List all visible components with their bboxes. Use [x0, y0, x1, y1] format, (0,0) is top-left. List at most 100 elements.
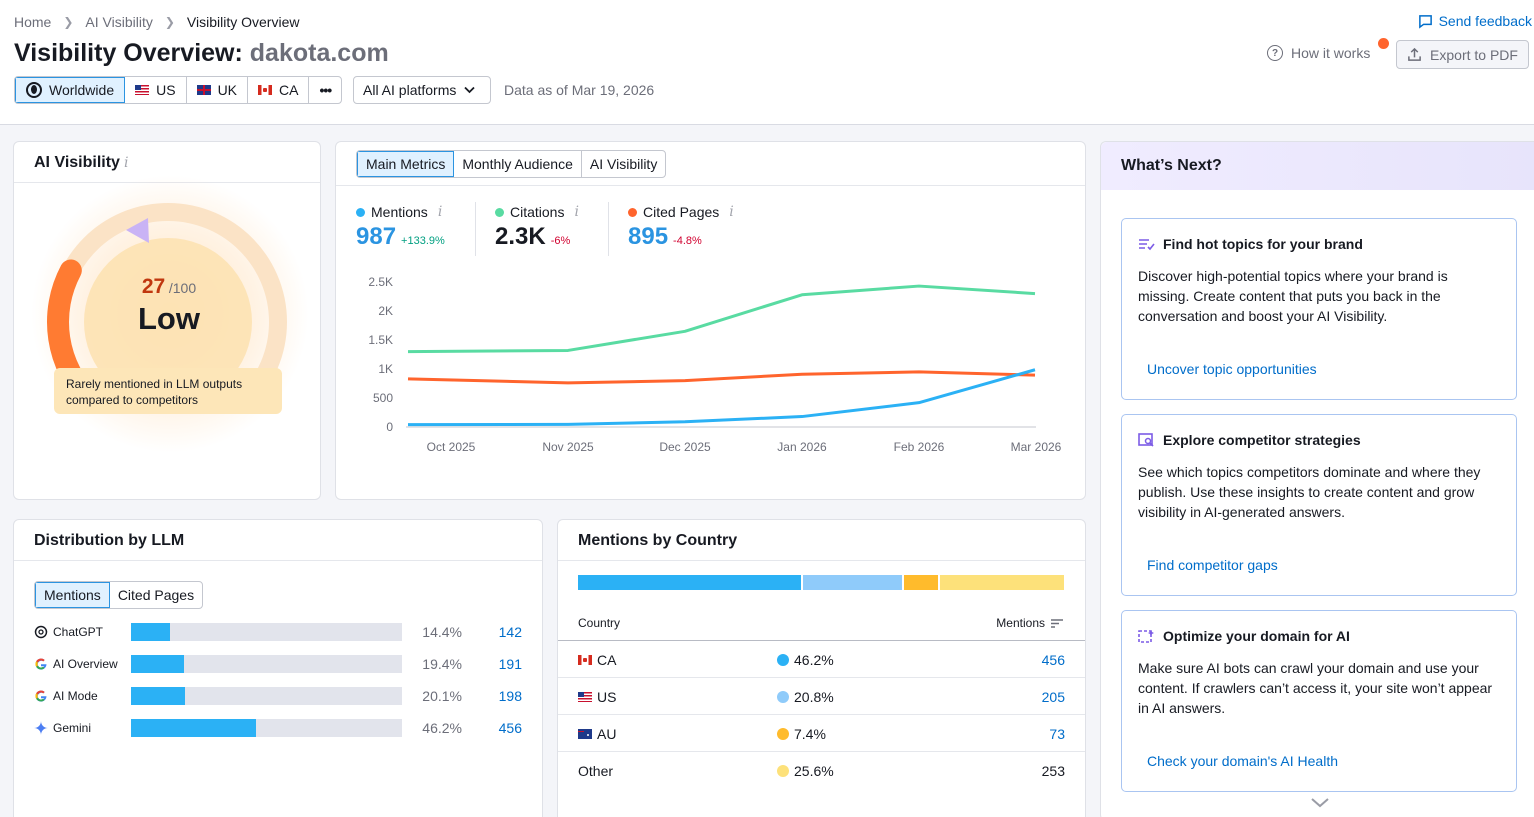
llm-name: ChatGPT — [34, 625, 131, 639]
country-share: 7.4% — [777, 726, 826, 742]
region-ca[interactable]: CA — [248, 77, 310, 103]
tab-mentions[interactable]: Mentions — [35, 582, 110, 608]
llm-row: ChatGPT 14.4% 142 — [34, 622, 524, 642]
country-row: AU 7.4% 73 — [558, 715, 1085, 752]
divider — [475, 202, 476, 256]
next-card-text: Discover high-potential topics where you… — [1138, 268, 1448, 324]
share-value: 46.2% — [794, 652, 834, 668]
divider — [608, 202, 609, 256]
country-label: CA — [597, 652, 617, 668]
tab-main-metrics[interactable]: Main Metrics — [357, 151, 455, 177]
country-mentions[interactable]: 456 — [1041, 652, 1065, 668]
divider — [14, 560, 542, 561]
next-card-title: Explore competitor strategies — [1163, 432, 1361, 448]
llm-share-pct: 20.1% — [422, 688, 462, 704]
country-share-segment[interactable] — [802, 575, 902, 590]
uk-flag-icon — [196, 85, 211, 95]
region-us[interactable]: US — [125, 77, 187, 103]
col-mentions-label: Mentions — [996, 616, 1045, 630]
series-line-citations[interactable] — [407, 284, 1036, 354]
info-icon[interactable]: i — [123, 155, 129, 171]
next-card-title: Optimize your domain for AI — [1163, 628, 1350, 644]
platform-dropdown[interactable]: All AI platforms — [353, 76, 491, 104]
distribution-tabs: Mentions Cited Pages — [34, 581, 204, 609]
breadcrumb: Home ❯ AI Visibility ❯ Visibility Overvi… — [14, 14, 299, 30]
globe-icon — [26, 82, 42, 98]
country-name: Other — [578, 763, 613, 779]
series-line-cited-pages[interactable] — [407, 370, 1036, 385]
share-value: 20.8% — [794, 689, 834, 705]
info-icon[interactable]: i — [729, 204, 734, 220]
metric-citations: Citations i 2.3K -6% — [495, 204, 579, 251]
export-pdf-button[interactable]: Export to PDF — [1396, 40, 1529, 69]
region-uk[interactable]: UK — [187, 77, 249, 103]
llm-share-bar — [131, 623, 402, 641]
country-label: Other — [578, 763, 614, 779]
col-mentions[interactable]: Mentions — [996, 616, 1063, 630]
country-row: CA 46.2% 456 — [558, 641, 1085, 678]
how-it-works-label: How it works — [1291, 45, 1371, 61]
platform-dropdown-label: All AI platforms — [363, 82, 457, 98]
region-uk-label: UK — [217, 82, 238, 98]
more-regions-button[interactable]: ••• — [309, 77, 341, 103]
llm-mention-count[interactable]: 191 — [498, 656, 522, 672]
country-mentions[interactable]: 205 — [1041, 689, 1065, 705]
share-value: 25.6% — [794, 763, 834, 779]
llm-row: AI Mode 20.1% 198 — [34, 686, 524, 706]
ai-visibility-title-text: AI Visibility — [34, 154, 120, 171]
mentions-country-card: Mentions by Country Country Mentions CA 4… — [557, 519, 1086, 817]
share-dot — [777, 765, 789, 777]
llm-mention-count[interactable]: 142 — [498, 624, 522, 640]
gemini-icon — [34, 721, 48, 735]
chevron-right-icon: ❯ — [63, 15, 74, 29]
metric-value[interactable]: 895 — [628, 223, 669, 250]
breadcrumb-current: Visibility Overview — [186, 14, 300, 30]
country-table-header: Country Mentions — [558, 616, 1085, 641]
tab-monthly-audience[interactable]: Monthly Audience — [454, 151, 582, 177]
country-share-segment[interactable] — [903, 575, 938, 590]
region-worldwide[interactable]: Worldwide — [15, 77, 126, 103]
country-mentions[interactable]: 73 — [1049, 726, 1065, 742]
y-tick-label: 1K — [378, 362, 393, 376]
country-share-segment[interactable] — [578, 575, 801, 590]
country-title: Mentions by Country — [578, 532, 738, 549]
llm-share-pct: 14.4% — [422, 624, 462, 640]
share-dot — [777, 691, 789, 703]
tab-cited-pages[interactable]: Cited Pages — [117, 587, 195, 603]
llm-name: AI Mode — [34, 689, 131, 703]
check-ai-health-link[interactable]: Check your domain's AI Health — [1147, 753, 1338, 769]
ca-flag-icon — [258, 85, 273, 95]
chevron-down-icon[interactable] — [1310, 797, 1330, 809]
region-us-label: US — [156, 82, 176, 98]
info-icon[interactable]: i — [437, 204, 443, 220]
series-line-mentions[interactable] — [407, 368, 1036, 427]
question-icon: ? — [1267, 45, 1283, 61]
x-tick-label: Oct 2025 — [427, 440, 476, 454]
next-card-hot-topics: Find hot topics for your brand Discover … — [1121, 218, 1517, 400]
info-icon[interactable]: i — [574, 204, 579, 220]
distribution-title: Distribution by LLM — [34, 532, 185, 549]
breadcrumb-ai-visibility[interactable]: AI Visibility — [85, 14, 153, 30]
how-it-works-button[interactable]: ? How it works — [1267, 45, 1370, 61]
visibility-note: Rarely mentioned in LLM outputs compared… — [54, 368, 282, 414]
page-title-domain: dakota.com — [249, 39, 389, 67]
x-tick-label: Feb 2026 — [894, 440, 945, 454]
country-share-segment[interactable] — [939, 575, 1064, 590]
tab-ai-visibility[interactable]: AI Visibility — [589, 156, 658, 172]
llm-mention-count[interactable]: 198 — [498, 688, 522, 704]
llm-share-fill — [131, 719, 257, 737]
x-tick-label: Mar 2026 — [1011, 440, 1062, 454]
uncover-topic-link[interactable]: Uncover topic opportunities — [1147, 361, 1317, 377]
llm-mention-count[interactable]: 456 — [498, 720, 522, 736]
llm-name: Gemini — [34, 721, 131, 735]
send-feedback-link[interactable]: Send feedback — [1418, 13, 1532, 29]
metric-value[interactable]: 987 — [356, 223, 397, 250]
find-competitor-gaps-link[interactable]: Find competitor gaps — [1147, 557, 1278, 573]
gauge-marker — [126, 218, 149, 243]
next-card-title: Find hot topics for your brand — [1163, 236, 1363, 252]
next-card-optimize: Optimize your domain for AI Make sure AI… — [1121, 610, 1517, 792]
metrics-tabs: Main Metrics Monthly Audience AI Visibil… — [356, 150, 667, 178]
llm-name: AI Overview — [34, 657, 131, 671]
breadcrumb-home[interactable]: Home — [14, 14, 52, 30]
country-label: AU — [597, 726, 617, 742]
